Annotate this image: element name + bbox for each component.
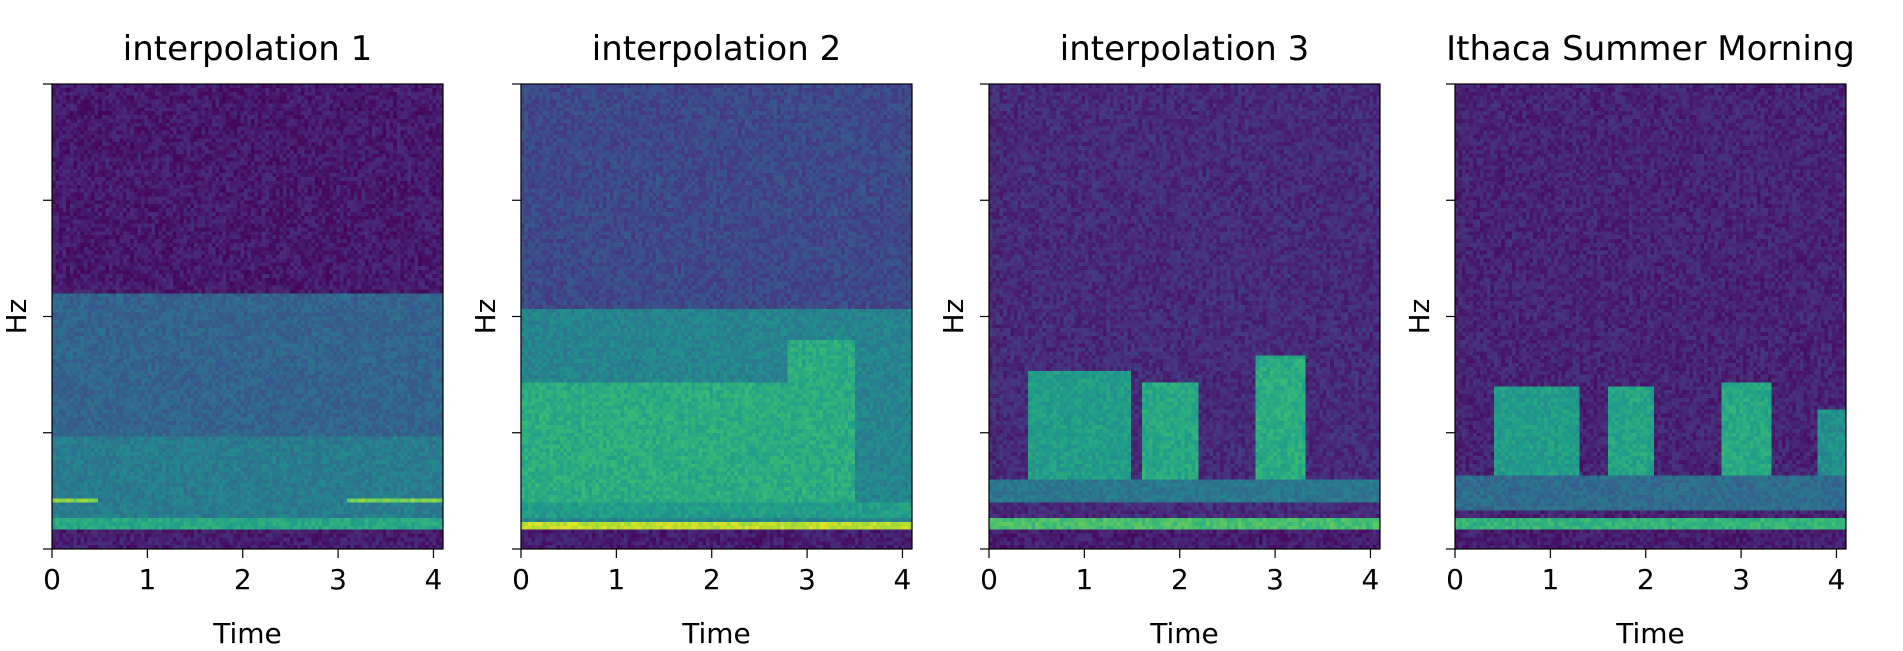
x-tick-label: 1 <box>1541 563 1559 596</box>
spectrogram-panel-3: interpolation 3 0 1 2 3 4 Time Hz <box>937 29 1381 650</box>
panel-title: interpolation 1 <box>123 29 372 69</box>
spectrogram-panel-4: Ithaca Summer Morning 0 1 2 3 4 Time Hz <box>1403 29 1855 650</box>
spectrogram-heatmap <box>989 84 1381 550</box>
x-tick-label: 1 <box>138 563 156 596</box>
spectrogram-heatmap <box>521 84 913 550</box>
y-axis-label: Hz <box>1403 299 1436 335</box>
x-tick-label: 3 <box>798 563 816 596</box>
x-tick-label: 2 <box>703 563 721 596</box>
x-tick-label: 4 <box>1828 563 1846 596</box>
panel-title: Ithaca Summer Morning <box>1446 29 1855 69</box>
x-tick-label: 0 <box>43 563 61 596</box>
spectrogram-heatmap <box>1455 84 1847 550</box>
x-tick-label: 3 <box>329 563 347 596</box>
y-axis-label: Hz <box>937 299 970 335</box>
x-axis-label: Time <box>681 617 751 650</box>
panel-title: interpolation 3 <box>1060 29 1309 69</box>
x-tick-label: 3 <box>1266 563 1284 596</box>
x-axis-label: Time <box>212 617 282 650</box>
x-tick-label: 0 <box>1446 563 1464 596</box>
x-tick-label: 4 <box>425 563 443 596</box>
x-tick-label: 1 <box>1075 563 1093 596</box>
panel-title: interpolation 2 <box>592 29 841 69</box>
spectrogram-panel-2: interpolation 2 0 1 2 3 4 Time Hz <box>469 29 913 650</box>
x-tick-label: 2 <box>1171 563 1189 596</box>
y-axis-label: Hz <box>469 299 502 335</box>
y-axis-label: Hz <box>0 299 33 335</box>
x-tick-label: 1 <box>607 563 625 596</box>
spectrogram-panel-1: interpolation 1 0 1 2 3 4 Time Hz <box>0 29 444 650</box>
x-tick-label: 4 <box>1362 563 1380 596</box>
x-tick-label: 3 <box>1732 563 1750 596</box>
x-tick-label: 4 <box>894 563 912 596</box>
x-tick-label: 2 <box>1637 563 1655 596</box>
x-tick-label: 2 <box>234 563 252 596</box>
x-tick-label: 0 <box>980 563 998 596</box>
x-tick-label: 0 <box>512 563 530 596</box>
x-axis-label: Time <box>1149 617 1219 650</box>
x-axis-label: Time <box>1615 617 1685 650</box>
spectrogram-heatmap <box>52 84 444 550</box>
